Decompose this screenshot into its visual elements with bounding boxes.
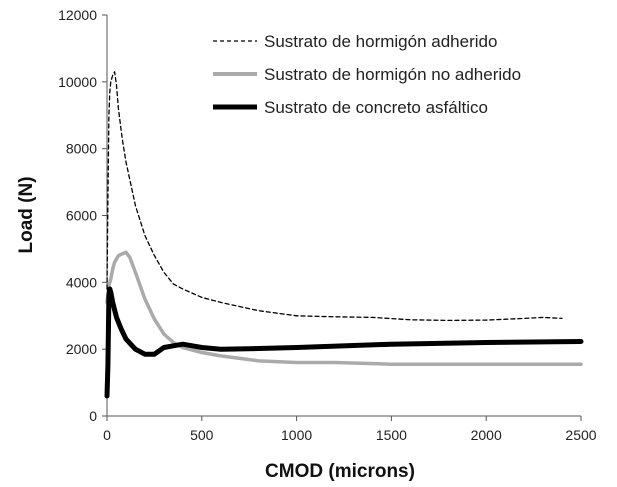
legend-label-no-adherido: Sustrato de hormigón no adherido (264, 65, 521, 84)
y-tick-label: 6000 (66, 208, 97, 224)
y-tick-label: 8000 (66, 141, 97, 157)
y-tick-label: 0 (89, 408, 97, 424)
x-tick-label: 1000 (281, 427, 312, 443)
y-tick-label: 2000 (66, 341, 97, 357)
legend: Sustrato de hormigón adherido Sustrato d… (213, 32, 521, 117)
y-tick-label: 4000 (66, 274, 97, 290)
ticks (102, 14, 582, 421)
series-adherido-line (106, 71, 563, 322)
x-tick-label: 0 (103, 427, 111, 443)
series-no-adherido-line (105, 250, 583, 366)
legend-label-asfaltico: Sustrato de concreto asfáltico (264, 98, 488, 117)
tick-labels: 0 2000 4000 6000 8000 10000 12000 0 500 1000 1500 2… (58, 7, 597, 443)
x-axis-title: CMOD (microns) (265, 461, 415, 482)
x-tick-label: 1500 (376, 427, 407, 443)
x-tick-label: 2000 (471, 427, 502, 443)
x-tick-label: 500 (190, 427, 214, 443)
y-tick-label: 10000 (58, 74, 97, 90)
series-asfaltico-line (104, 286, 584, 399)
y-axis-title: Load (N) (16, 176, 37, 253)
x-tick-label: 2500 (565, 427, 596, 443)
y-tick-label: 12000 (58, 7, 97, 23)
series-group (104, 71, 584, 399)
legend-label-adherido: Sustrato de hormigón adherido (264, 32, 497, 51)
